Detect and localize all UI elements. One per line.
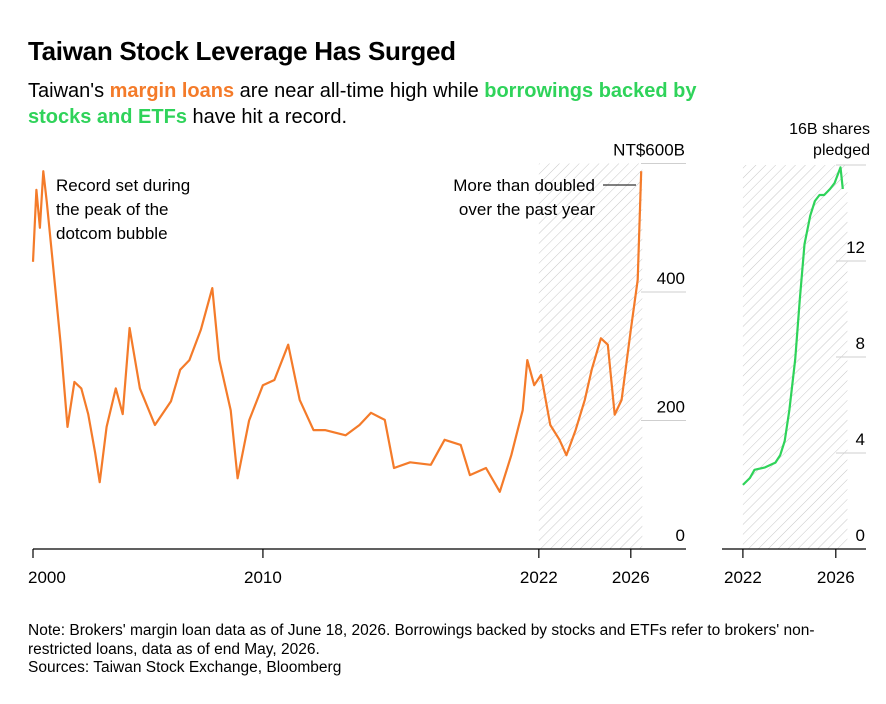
annotation-line: the peak of the [56, 200, 168, 219]
x-tick-label: 2010 [244, 568, 282, 587]
subtitle-part: have hit a record. [186, 106, 348, 128]
note: Note: Brokers' margin loan data as of Ju… [28, 622, 815, 658]
y-tick-label: 12 [846, 238, 865, 257]
y-tick-label: 0 [676, 526, 685, 545]
x-tick-label: 2026 [612, 568, 650, 587]
subtitle-part: Taiwan's [28, 80, 110, 102]
subtitle: Taiwan's margin loans are near all-time … [28, 78, 763, 130]
annotation-line: Record set during [56, 176, 190, 195]
title: Taiwan Stock Leverage Has Surged [28, 36, 456, 66]
data-line [742, 166, 844, 486]
annotation: Record set during the peak of the dotcom b… [56, 176, 190, 243]
x-tick-label: 2022 [724, 568, 762, 587]
y-tick-label: 8 [856, 334, 865, 353]
y-tick-label: 400 [657, 269, 685, 288]
data-line [31, 170, 643, 493]
annotation-line: More than doubled [453, 176, 595, 195]
y-tick-label: 200 [657, 398, 685, 417]
source: Sources: Taiwan Stock Exchange, Bloomber… [28, 659, 342, 676]
y-tick-label: 0 [856, 526, 865, 545]
y-tick-label: 16B shares pledged [789, 121, 870, 159]
subtitle-part: borrowings backed by stocks and ETFs [28, 80, 697, 128]
subtitle-part: are near all-time high while [234, 80, 485, 102]
shaded-period [538, 163, 643, 549]
y-tick-label: 4 [856, 430, 865, 449]
annotation-line: dotcom bubble [56, 224, 168, 243]
chart: 0 200 400 NT$600B 2000 2010 2022 2026 Record set… [28, 141, 866, 587]
x-tick-label: 2000 [28, 568, 66, 587]
annotation: More than doubled over the past year [453, 176, 595, 219]
y-tick-label: NT$600B [613, 141, 685, 160]
x-tick-label: 2026 [817, 568, 855, 587]
x-tick-label: 2022 [520, 568, 558, 587]
annotation-line: over the past year [459, 200, 595, 219]
subtitle-part: margin loans [109, 80, 235, 102]
